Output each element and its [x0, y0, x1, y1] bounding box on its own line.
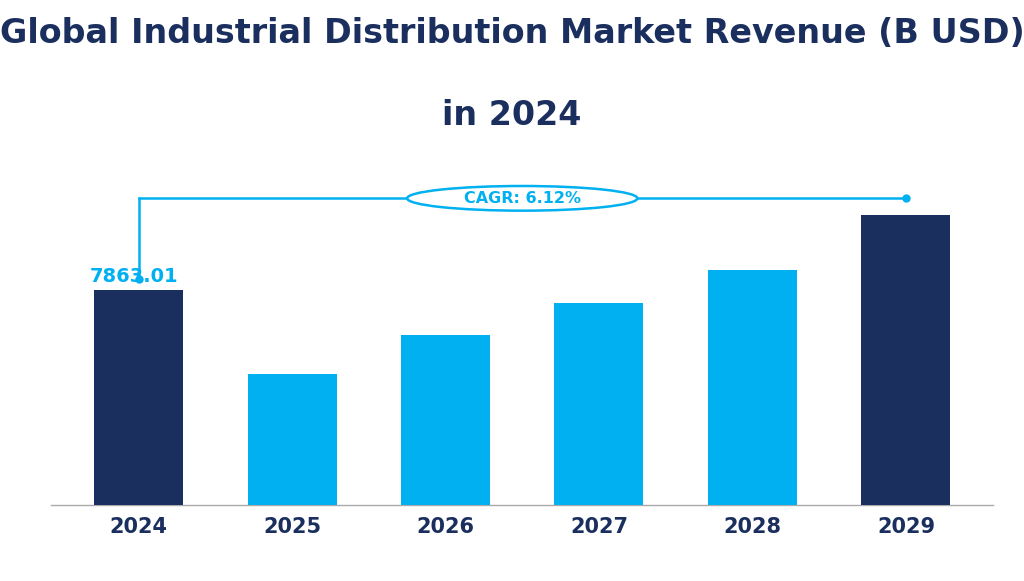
- Bar: [554, 303, 643, 505]
- Text: Global Industrial Distribution Market Revenue (B USD): Global Industrial Distribution Market Re…: [0, 17, 1024, 51]
- Text: 7863.01: 7863.01: [89, 267, 178, 286]
- Bar: [708, 270, 797, 505]
- Bar: [248, 374, 337, 505]
- Bar: [861, 216, 950, 505]
- Text: CAGR: 6.12%: CAGR: 6.12%: [464, 191, 581, 206]
- Bar: [401, 335, 490, 505]
- Bar: [94, 290, 183, 505]
- Ellipse shape: [408, 186, 637, 211]
- Text: in 2024: in 2024: [442, 99, 582, 132]
